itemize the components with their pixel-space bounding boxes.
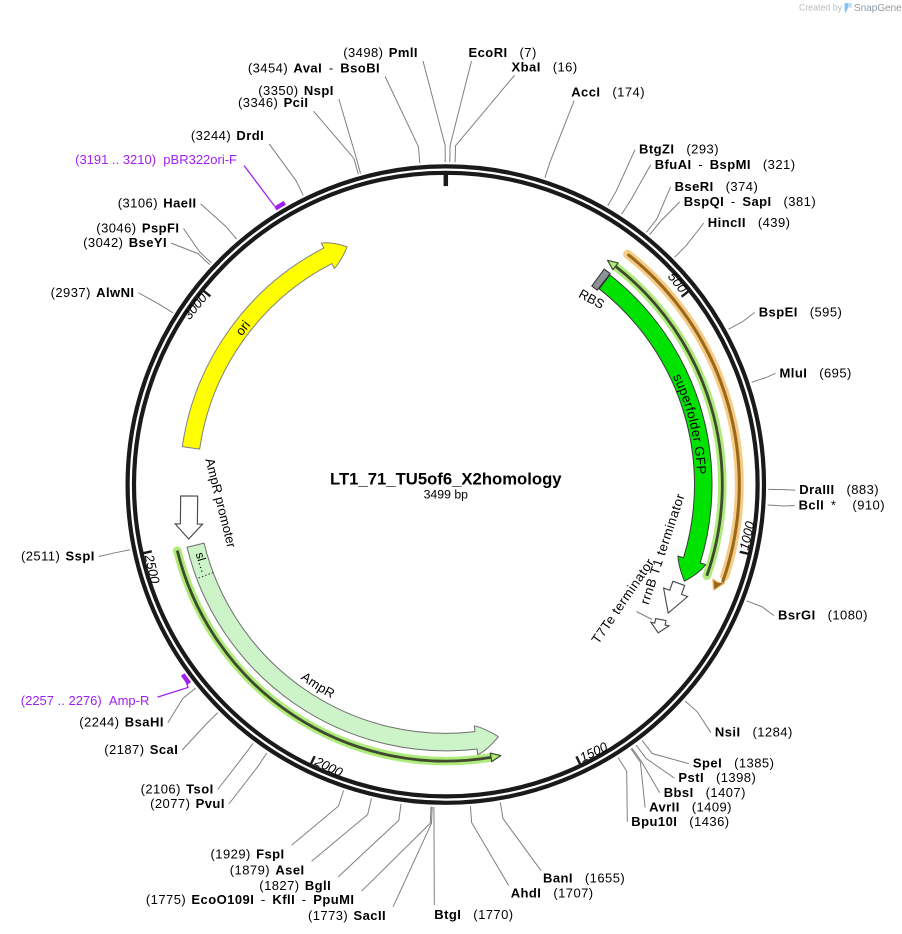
svg-text:2500: 2500	[142, 552, 163, 585]
svg-text:(1879) AseI: (1879) AseI	[230, 862, 305, 877]
svg-text:PstI (1398): PstI (1398)	[678, 770, 756, 785]
svg-text:Bpu10I (1436): Bpu10I (1436)	[631, 814, 729, 829]
svg-text:(3498) PmlI: (3498) PmlI	[343, 45, 418, 60]
svg-text:(2244) BsaHI: (2244) BsaHI	[79, 715, 164, 730]
svg-text:(1827) BglI: (1827) BglI	[259, 878, 331, 893]
svg-text:LT1_71_TU5of6_X2homology: LT1_71_TU5of6_X2homology	[330, 470, 562, 489]
svg-text:AccI (174): AccI (174)	[571, 85, 645, 100]
svg-text:(3106) HaeII: (3106) HaeII	[118, 196, 197, 211]
svg-text:BanI (1655): BanI (1655)	[543, 871, 625, 886]
svg-text:(1773) SacII: (1773) SacII	[308, 908, 386, 923]
svg-text:(3454) AvaI - BsoBI: (3454) AvaI - BsoBI	[248, 61, 380, 76]
svg-text:(1775) EcoO109I - KflI - PpuMI: (1775) EcoO109I - KflI - PpuMI	[146, 892, 355, 907]
svg-text:(1929) FspI: (1929) FspI	[211, 846, 285, 861]
svg-text:(3346) PciI: (3346) PciI	[238, 95, 308, 110]
svg-text:MluI (695): MluI (695)	[780, 365, 852, 380]
svg-text:AvrII (1409): AvrII (1409)	[649, 800, 732, 815]
svg-text:(2937) AlwNI: (2937) AlwNI	[51, 285, 135, 300]
svg-text:(3191 .. 3210) pBR322ori-F: (3191 .. 3210) pBR322ori-F	[75, 152, 237, 167]
svg-text:sl…: sl…	[193, 551, 213, 575]
svg-text:BtgI (1770): BtgI (1770)	[434, 907, 513, 922]
svg-text:Created by: Created by	[799, 2, 843, 12]
svg-text:(3244) DrdI: (3244) DrdI	[191, 128, 264, 143]
svg-text:BfuAI - BspMI (321): BfuAI - BspMI (321)	[655, 157, 796, 172]
svg-text:(2187) ScaI: (2187) ScaI	[104, 742, 178, 757]
svg-text:HincII (439): HincII (439)	[708, 215, 791, 230]
svg-text:SnapGene: SnapGene	[854, 3, 902, 14]
svg-text:(2257 .. 2276) Amp-R: (2257 .. 2276) Amp-R	[21, 693, 150, 708]
svg-text:EcoRI (7): EcoRI (7)	[469, 45, 537, 60]
svg-text:3499 bp: 3499 bp	[424, 487, 469, 501]
svg-text:BseRI (374): BseRI (374)	[675, 179, 759, 194]
svg-text:BsrGI (1080): BsrGI (1080)	[778, 608, 868, 623]
svg-text:BclI * (910): BclI * (910)	[799, 498, 885, 513]
svg-text:XbaI (16): XbaI (16)	[512, 59, 578, 74]
svg-text:(2511) SspI: (2511) SspI	[21, 549, 95, 564]
svg-text:(3350) NspI: (3350) NspI	[258, 83, 334, 98]
svg-text:DraIII (883): DraIII (883)	[799, 482, 879, 497]
svg-text:BspEI (595): BspEI (595)	[759, 304, 843, 319]
svg-text:AhdI (1707): AhdI (1707)	[511, 886, 594, 901]
svg-text:NsiI (1284): NsiI (1284)	[715, 725, 793, 740]
svg-text:(2106) TsoI: (2106) TsoI	[141, 782, 214, 797]
svg-text:BbsI (1407): BbsI (1407)	[664, 785, 746, 800]
svg-text:1000: 1000	[736, 519, 757, 551]
svg-text:BspQI - SapI (381): BspQI - SapI (381)	[684, 194, 816, 209]
svg-text:(3046) PspFI: (3046) PspFI	[96, 221, 179, 236]
svg-text:(2077) PvuI: (2077) PvuI	[150, 796, 225, 811]
svg-text:SpeI (1385): SpeI (1385)	[693, 756, 774, 771]
svg-text:BtgZI (293): BtgZI (293)	[639, 142, 719, 157]
svg-text:(3042) BseYI: (3042) BseYI	[83, 235, 167, 250]
